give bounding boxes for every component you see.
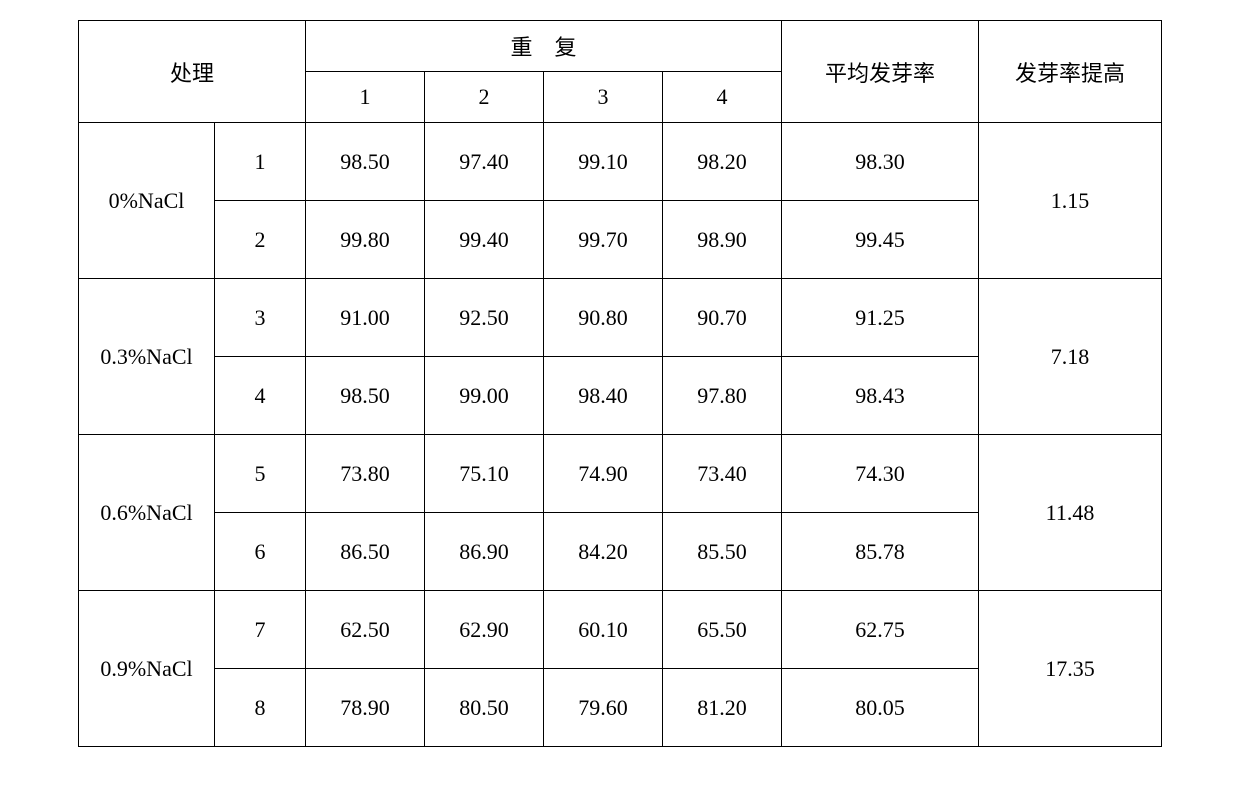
header-rep2: 2 [425,72,544,123]
cell-rep: 84.20 [544,513,663,591]
cell-treatment-name: 0.6%NaCl [79,435,215,591]
table-row: 0.6%NaCl 5 73.80 75.10 74.90 73.40 74.30… [79,435,1162,513]
cell-rep: 99.70 [544,201,663,279]
cell-improve: 1.15 [979,123,1162,279]
cell-rep: 74.90 [544,435,663,513]
cell-rep: 99.40 [425,201,544,279]
cell-rep: 62.90 [425,591,544,669]
cell-rep: 97.80 [663,357,782,435]
cell-rep: 86.90 [425,513,544,591]
cell-rep: 98.50 [306,123,425,201]
cell-avg: 91.25 [782,279,979,357]
cell-rep: 86.50 [306,513,425,591]
header-improve: 发芽率提高 [979,21,1162,123]
cell-treatment-num: 5 [215,435,306,513]
table-row: 0%NaCl 1 98.50 97.40 99.10 98.20 98.30 1… [79,123,1162,201]
cell-treatment-num: 8 [215,669,306,747]
cell-rep: 62.50 [306,591,425,669]
cell-treatment-num: 6 [215,513,306,591]
table-header: 处理 重 复 平均发芽率 发芽率提高 1 2 3 4 [79,21,1162,123]
cell-rep: 98.50 [306,357,425,435]
cell-avg: 74.30 [782,435,979,513]
cell-avg: 99.45 [782,201,979,279]
cell-rep: 78.90 [306,669,425,747]
cell-rep: 90.70 [663,279,782,357]
cell-rep: 98.20 [663,123,782,201]
cell-improve: 7.18 [979,279,1162,435]
cell-treatment-num: 2 [215,201,306,279]
cell-rep: 99.10 [544,123,663,201]
cell-treatment-num: 3 [215,279,306,357]
cell-avg: 62.75 [782,591,979,669]
header-rep3: 3 [544,72,663,123]
cell-avg: 98.30 [782,123,979,201]
cell-treatment-name: 0.9%NaCl [79,591,215,747]
cell-rep: 97.40 [425,123,544,201]
header-treatment: 处理 [79,21,306,123]
header-avg: 平均发芽率 [782,21,979,123]
cell-rep: 75.10 [425,435,544,513]
cell-treatment-num: 1 [215,123,306,201]
cell-treatment-num: 7 [215,591,306,669]
cell-rep: 98.40 [544,357,663,435]
header-repeat: 重 复 [306,21,782,72]
cell-rep: 81.20 [663,669,782,747]
cell-rep: 99.80 [306,201,425,279]
cell-rep: 80.50 [425,669,544,747]
germination-table: 处理 重 复 平均发芽率 发芽率提高 1 2 3 4 0%NaCl 1 98.5… [78,20,1162,747]
cell-improve: 17.35 [979,591,1162,747]
cell-treatment-name: 0.3%NaCl [79,279,215,435]
cell-rep: 73.80 [306,435,425,513]
table-row: 0.9%NaCl 7 62.50 62.90 60.10 65.50 62.75… [79,591,1162,669]
table-row: 0.3%NaCl 3 91.00 92.50 90.80 90.70 91.25… [79,279,1162,357]
cell-rep: 90.80 [544,279,663,357]
header-rep1: 1 [306,72,425,123]
cell-avg: 85.78 [782,513,979,591]
cell-rep: 60.10 [544,591,663,669]
cell-rep: 99.00 [425,357,544,435]
cell-avg: 80.05 [782,669,979,747]
cell-treatment-name: 0%NaCl [79,123,215,279]
cell-rep: 65.50 [663,591,782,669]
cell-rep: 73.40 [663,435,782,513]
cell-treatment-num: 4 [215,357,306,435]
cell-avg: 98.43 [782,357,979,435]
table-body: 0%NaCl 1 98.50 97.40 99.10 98.20 98.30 1… [79,123,1162,747]
cell-rep: 79.60 [544,669,663,747]
header-rep4: 4 [663,72,782,123]
cell-improve: 11.48 [979,435,1162,591]
cell-rep: 92.50 [425,279,544,357]
cell-rep: 85.50 [663,513,782,591]
cell-rep: 91.00 [306,279,425,357]
cell-rep: 98.90 [663,201,782,279]
